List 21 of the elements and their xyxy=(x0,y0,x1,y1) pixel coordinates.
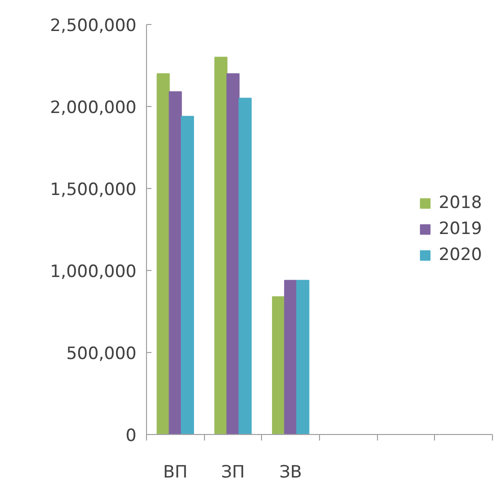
bar xyxy=(168,91,182,434)
bar xyxy=(214,56,228,434)
bar xyxy=(296,280,310,434)
y-tick-label: 2,500,000 xyxy=(50,16,137,36)
y-tick-label: 2,000,000 xyxy=(50,98,137,118)
x-tick-label: ЗВ xyxy=(279,462,302,482)
bar xyxy=(284,280,298,434)
x-tick-label: ЗП xyxy=(221,462,245,482)
x-tick-label: ВП xyxy=(163,462,188,482)
bar xyxy=(180,116,194,434)
y-tick-label: 0 xyxy=(126,426,137,446)
bar xyxy=(156,73,170,434)
bar xyxy=(226,73,240,434)
bar xyxy=(272,296,286,434)
bar xyxy=(238,98,252,434)
y-tick-label: 1,000,000 xyxy=(50,262,137,282)
legend-label: 2020 xyxy=(438,245,482,265)
y-tick-label: 1,500,000 xyxy=(50,180,137,200)
legend-label: 2018 xyxy=(438,193,482,213)
legend-label: 2019 xyxy=(438,219,482,239)
y-tick-label: 500,000 xyxy=(66,344,137,364)
